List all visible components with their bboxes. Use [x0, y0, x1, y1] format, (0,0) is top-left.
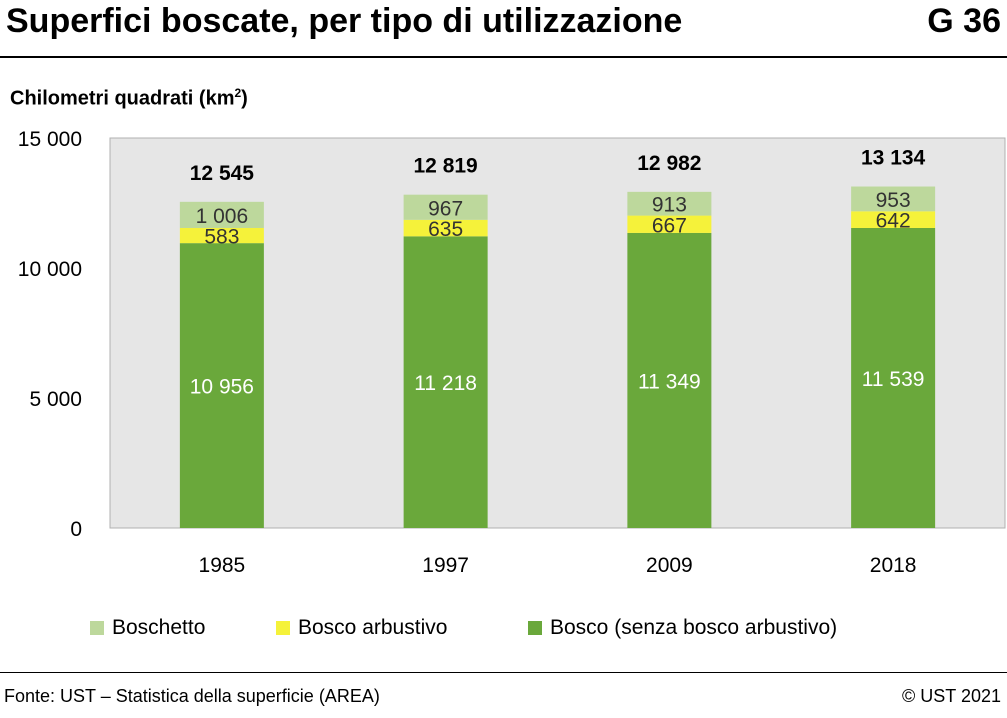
y-tick-label-0: 0	[70, 518, 82, 541]
bar-1997-series-0	[403, 236, 488, 528]
data-label-2018-series-1: 642	[876, 210, 911, 233]
bar-1997-series-1	[403, 219, 488, 237]
data-label-2018-series-2: 953	[876, 189, 911, 212]
total-label-2018: 13 134	[861, 147, 926, 170]
bar-1985-series-1	[179, 227, 264, 244]
data-label-2009-series-1: 667	[652, 214, 687, 237]
legend-label-bosco-arbustivo: Bosco arbustivo	[298, 616, 448, 639]
legend-swatch-bosco-arbustivo	[276, 621, 290, 635]
y-tick-label-1: 5 000	[29, 388, 82, 411]
total-label-1985: 12 545	[190, 162, 255, 185]
x-tick-label-2018: 2018	[870, 554, 917, 577]
legend-item-bosco: Bosco (senza bosco arbustivo)	[528, 616, 837, 640]
chart-code: G 36	[927, 2, 1001, 40]
data-label-2018-series-0: 11 539	[862, 368, 925, 391]
data-label-1985-series-0: 10 956	[190, 376, 254, 399]
bar-2018-series-1	[851, 211, 936, 228]
y-axis-label: Chilometri quadrati (km2)	[10, 86, 248, 110]
bar-1985-series-2	[179, 201, 264, 228]
bar-1985-series-0	[179, 243, 264, 529]
x-tick-label-1985: 1985	[199, 554, 246, 577]
copyright-note: © UST 2021	[902, 686, 1001, 706]
legend-swatch-boschetto	[90, 621, 104, 635]
data-label-2009-series-0: 11 349	[638, 370, 701, 393]
data-label-1997-series-1: 635	[428, 218, 463, 241]
bar-2009-series-2	[627, 191, 712, 216]
x-tick-label-2009: 2009	[646, 554, 693, 577]
footer-rule	[0, 672, 1007, 673]
bar-2018-series-0	[851, 227, 936, 528]
data-label-1985-series-2: 1 006	[196, 205, 249, 228]
y-tick-label-3: 15 000	[18, 128, 82, 151]
bar-2018-series-2	[851, 186, 936, 212]
bar-2009-series-0	[627, 232, 712, 528]
data-label-2009-series-2: 913	[652, 194, 687, 217]
total-label-2009: 12 982	[637, 152, 701, 175]
legend-item-boschetto: Boschetto	[90, 616, 205, 640]
data-label-1997-series-2: 967	[428, 197, 463, 220]
total-label-1997: 12 819	[414, 155, 478, 178]
chart-title: Superfici boscate, per tipo di utilizzaz…	[6, 2, 683, 40]
x-tick-label-1997: 1997	[422, 554, 469, 577]
legend-item-bosco-arbustivo: Bosco arbustivo	[276, 616, 447, 640]
legend-label-bosco: Bosco (senza bosco arbustivo)	[550, 616, 838, 639]
source-note: Fonte: UST – Statistica della superficie…	[4, 686, 380, 706]
bar-1997-series-2	[403, 194, 488, 220]
data-label-1985-series-1: 583	[204, 226, 239, 249]
data-label-1997-series-0: 11 218	[414, 372, 477, 395]
bar-2009-series-1	[627, 215, 712, 233]
legend-label-boschetto: Boschetto	[112, 616, 206, 639]
header-rule	[0, 56, 1007, 58]
legend-swatch-bosco	[528, 621, 542, 635]
y-tick-label-2: 10 000	[18, 258, 82, 281]
